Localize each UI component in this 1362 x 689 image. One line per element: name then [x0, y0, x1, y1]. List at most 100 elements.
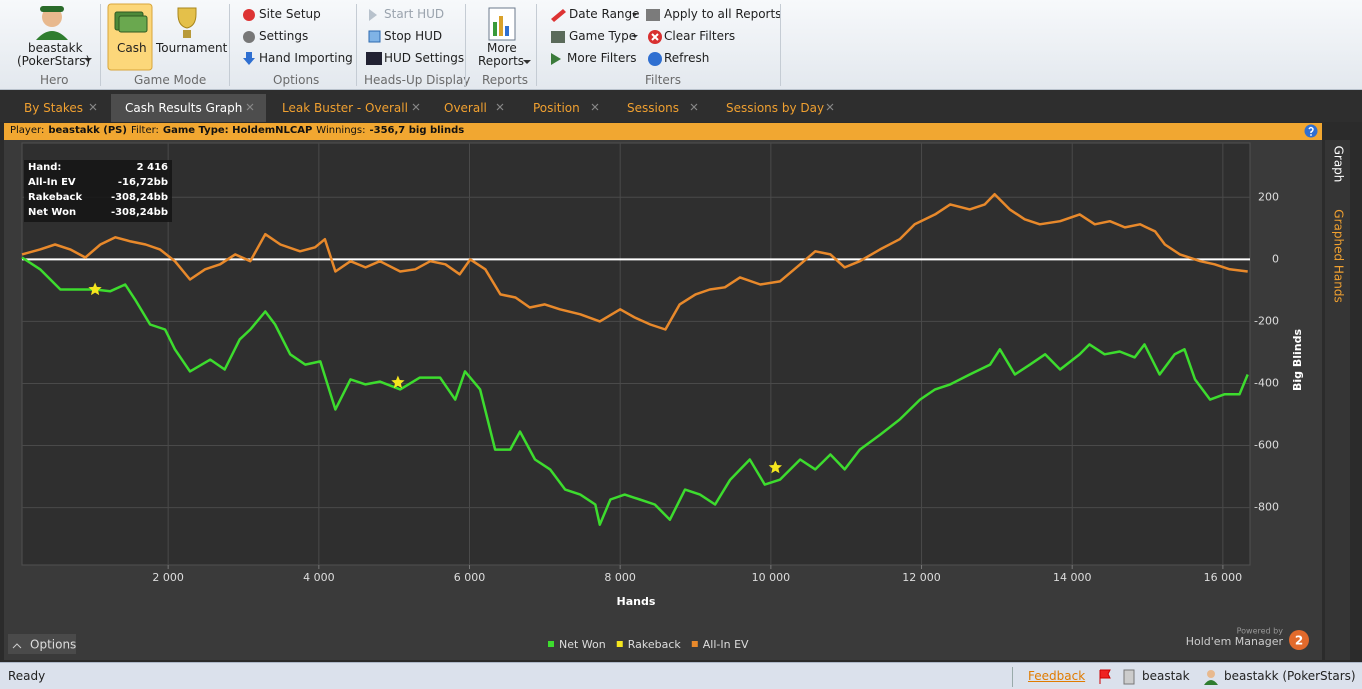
info-value: beastakk (PS) — [48, 125, 127, 136]
options-chevron[interactable] — [12, 643, 22, 649]
y-tick-label: -400 — [1254, 376, 1279, 389]
legend-label: All-In EV — [703, 638, 749, 651]
site-setup-button[interactable]: Site Setup — [259, 7, 321, 21]
start-hud-button: Start HUD — [384, 7, 445, 21]
x-tick-label: 2 000 — [152, 571, 184, 584]
tooltip-value: -16,72bb — [117, 177, 168, 188]
tab-label[interactable]: By Stakes — [24, 101, 83, 115]
info-value: Game Type: HoldemNLCAP — [162, 125, 313, 136]
more-reports-button[interactable]: More — [487, 41, 517, 55]
status-user: beastak — [1142, 669, 1190, 683]
game-type-button[interactable]: Game Type — [569, 29, 637, 43]
tab-label[interactable]: Sessions — [627, 101, 680, 115]
hero-site[interactable]: (PokerStars) — [17, 54, 91, 68]
tab-bar: By Stakes Cash Results Graph Leak Buster… — [0, 90, 1362, 122]
x-tick-label: 8 000 — [604, 571, 636, 584]
info-bar: Player: beastakk (PS) Filter: Game Type:… — [4, 123, 1322, 140]
tab-label[interactable]: Sessions by Day — [726, 101, 825, 115]
tooltip-value: -308,24bb — [110, 207, 168, 218]
plot-area — [21, 142, 1251, 566]
legend-label: Rakeback — [628, 638, 682, 651]
x-tick-label: 10 000 — [752, 571, 791, 584]
stop-hud-button[interactable]: Stop HUD — [384, 29, 443, 43]
rakeback-marker — [768, 460, 782, 474]
tooltip-label: Net Won — [28, 207, 77, 218]
x-tick-label: 6 000 — [454, 571, 486, 584]
tab[interactable]: Overall — [430, 94, 516, 122]
cash-button[interactable]: Cash — [117, 41, 147, 55]
tab[interactable]: By Stakes — [10, 94, 108, 122]
tournament-button[interactable]: Tournament — [156, 41, 228, 55]
x-axis-label: Hands — [617, 595, 656, 608]
group-label: Game Mode — [134, 73, 207, 87]
legend: Net Won Rakeback All-In EV — [548, 638, 749, 651]
y-tick-label: -600 — [1254, 439, 1279, 452]
tab[interactable]: Sessions by Day — [712, 94, 846, 122]
x-tick-label: 16 000 — [1204, 571, 1243, 584]
hover-tooltip: Hand: 2 416 All-In EV -16,72bb Rakeback -30… — [24, 160, 172, 222]
info-label: Player: — [10, 125, 45, 136]
product-version: 2 — [1295, 634, 1303, 648]
chart: Hands Big Blinds Options Powered by Hold… — [8, 142, 1309, 654]
help-icon[interactable] — [1304, 124, 1318, 138]
more-filters-button[interactable]: More Filters — [567, 51, 637, 65]
group-label: Options — [273, 73, 320, 87]
tab-label[interactable]: Leak Buster - Overall — [282, 101, 408, 115]
tab-close-icons[interactable] — [0, 90, 860, 122]
powered-by: Powered by — [1237, 627, 1284, 636]
legend-swatch — [691, 641, 698, 647]
info-value: -356,7 big blinds — [369, 125, 465, 136]
tab-label[interactable]: Cash Results Graph — [125, 101, 243, 115]
settings-button[interactable]: Settings — [259, 29, 309, 43]
status-text: Ready — [8, 669, 46, 683]
product-name: Hold'em Manager — [1186, 635, 1284, 648]
series-line — [21, 192, 1248, 331]
info-label: Filter: — [130, 125, 159, 136]
y-tick-label: 200 — [1258, 190, 1279, 203]
status-hero: beastakk (PokerStars) — [1224, 669, 1356, 683]
refresh-button[interactable]: Refresh — [664, 51, 710, 65]
tooltip-value: 2 416 — [136, 162, 168, 173]
feedback-link[interactable]: Feedback — [1028, 669, 1086, 683]
options-label[interactable]: Options — [30, 638, 76, 652]
tooltip-label: All-In EV — [28, 177, 76, 188]
y-axis-label: Big Blinds — [1291, 329, 1304, 391]
group-label: Filters — [645, 73, 681, 87]
tab[interactable]: Position — [519, 94, 611, 122]
hand-importing-button[interactable]: Hand Importing — [259, 51, 353, 65]
x-tick-label: 14 000 — [1053, 571, 1092, 584]
tab-label[interactable]: Overall — [444, 101, 487, 115]
info-label: Winnings: — [316, 125, 366, 136]
tab[interactable]: Leak Buster - Overall — [268, 94, 426, 122]
side-tab[interactable]: Graph — [1332, 146, 1346, 183]
status-bar: Ready Feedback beastak beastakk (PokerSt… — [0, 662, 1362, 689]
legend-swatch — [548, 641, 554, 647]
legend-swatch — [616, 641, 623, 647]
side-tab-strip: Graph Graphed Hands — [1332, 146, 1346, 303]
tooltip-label: Rakeback — [28, 192, 83, 203]
status-icons — [1099, 669, 1218, 685]
options-button[interactable] — [8, 634, 76, 654]
clear-filters-button[interactable]: Clear Filters — [664, 29, 736, 43]
ribbon: beastakk (PokerStars) Hero Cash Tourname… — [0, 0, 1362, 90]
date-range-button[interactable]: Date Range — [569, 7, 640, 21]
group-label: Hero — [40, 73, 69, 87]
tab[interactable]: Sessions — [613, 94, 710, 122]
ribbon-icons — [36, 3, 662, 71]
side-tab[interactable]: Graphed Hands — [1332, 209, 1346, 302]
tooltip-label: Hand: — [28, 162, 62, 173]
more-reports-button[interactable]: Reports — [478, 54, 525, 68]
tab[interactable]: Cash Results Graph — [111, 94, 266, 122]
legend-label: Net Won — [559, 638, 606, 651]
tab-label[interactable]: Position — [533, 101, 580, 115]
group-label: Heads-Up Display — [364, 73, 471, 87]
x-tick-label: 12 000 — [902, 571, 941, 584]
hero-name[interactable]: beastakk — [28, 41, 83, 55]
rakeback-marker — [88, 282, 102, 296]
rakeback-marker — [391, 375, 405, 389]
hud-settings-button[interactable]: HUD Settings — [384, 51, 465, 65]
x-tick-label: 4 000 — [303, 571, 335, 584]
side-tabs: Graph Graphed Hands — [1325, 140, 1350, 660]
apply-all-button[interactable]: Apply to all Reports — [664, 7, 782, 21]
